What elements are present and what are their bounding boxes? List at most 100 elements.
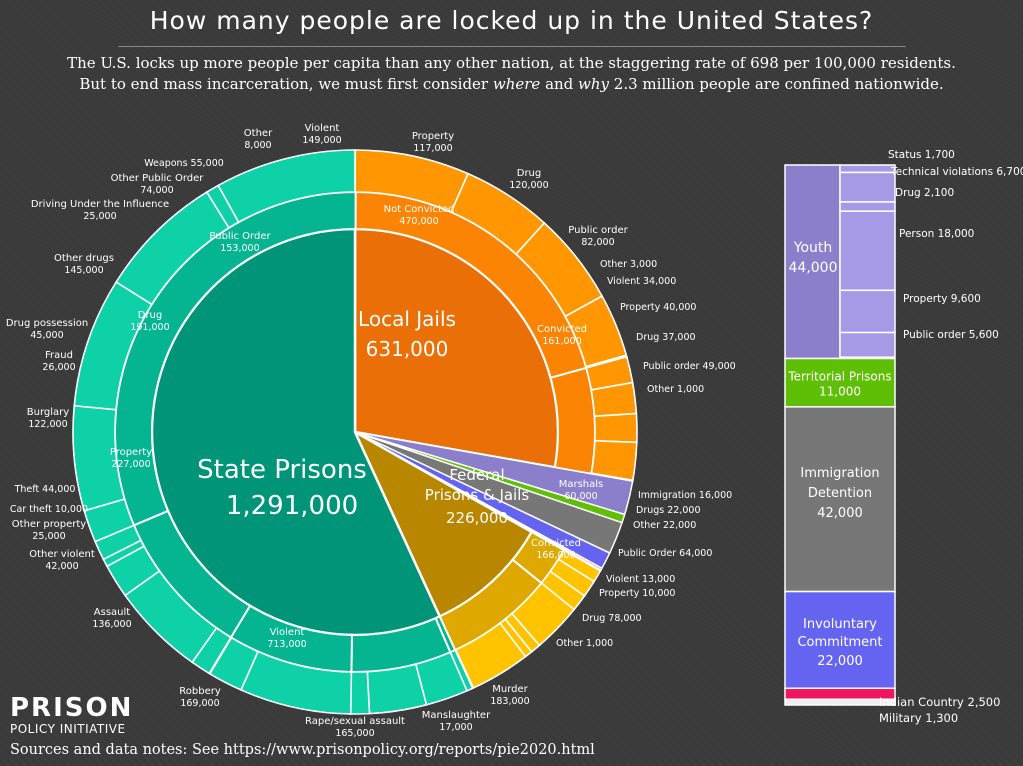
outer-label-19: Weapons 55,000 xyxy=(144,158,224,169)
federal-convicted-name: Convicted xyxy=(531,538,581,549)
outer-label-24-value: 26,000 xyxy=(42,362,75,373)
outer-label-31-value: 169,000 xyxy=(180,698,219,709)
youth-breakdown-2 xyxy=(839,201,896,212)
federal-marshals-name: Marshals xyxy=(559,479,604,490)
subtitle-where: where xyxy=(492,75,541,93)
youth-bar-main xyxy=(784,164,841,360)
immigration-value: 42,000 xyxy=(817,506,863,521)
state-property-value: 227,000 xyxy=(111,459,150,470)
outer-label-1-name: Property xyxy=(412,131,454,142)
state-public-order-value: 153,000 xyxy=(220,243,259,254)
outer-label-32-value: 165,000 xyxy=(335,728,374,739)
logo-line-2: POLICY INITIATIVE xyxy=(10,722,126,736)
state-label: State Prisons xyxy=(197,455,367,485)
territorial-bar xyxy=(784,357,896,408)
outer-label-10: Immigration 16,000 xyxy=(638,490,732,501)
outer-label-28-value: 25,000 xyxy=(32,531,65,542)
outer-label-20-name: Other Public Order xyxy=(111,173,205,184)
youth-breakdown-4 xyxy=(839,289,896,334)
outer-label-34-value: 183,000 xyxy=(490,696,529,707)
youth-breakdown-1 xyxy=(839,171,896,203)
state-offense-murder xyxy=(217,149,356,224)
federal-convicted-value: 166,000 xyxy=(536,550,575,561)
outer-label-3-value: 82,000 xyxy=(581,237,614,248)
outer-label-14: Violent 13,000 xyxy=(606,574,675,585)
outer-label-24-name: Fraud xyxy=(45,350,73,361)
territorial-value: 11,000 xyxy=(819,385,861,399)
outer-label-0-name: Violent xyxy=(305,123,340,134)
commitment-value: 22,000 xyxy=(817,654,863,669)
logo-line-1: PRISON xyxy=(10,693,134,723)
outer-label-33-value: 17,000 xyxy=(439,722,472,733)
outer-label-15: Property 10,000 xyxy=(599,588,675,599)
bar-label-3: Person 18,000 xyxy=(899,228,974,240)
state-violent-value: 713,000 xyxy=(267,639,306,650)
outer-label-8: Public order 49,000 xyxy=(643,361,736,372)
bar-label-5: Public order 5,600 xyxy=(903,329,999,341)
chart-title: How many people are locked up in the Uni… xyxy=(149,6,874,35)
outer-label-4: Other 3,000 xyxy=(600,259,657,270)
subtitle-text-b: 2.3 million people are confined nationwi… xyxy=(609,75,944,93)
subtitle-line-2: But to end mass incarceration, we must f… xyxy=(0,74,1023,95)
state-offense-driving-under-the-influence xyxy=(349,670,371,715)
state-drug-name: Drug xyxy=(138,310,163,321)
immigration-bar xyxy=(784,406,896,593)
outer-label-2-value: 120,000 xyxy=(509,180,548,191)
bar-label-6: Indian Country 2,500 xyxy=(879,695,1000,709)
jails-not-convicted-name: Not Convicted xyxy=(384,204,455,215)
outer-label-26: Theft 44,000 xyxy=(14,484,76,495)
outer-label-25-name: Burglary xyxy=(27,407,69,418)
outer-label-32-name: Rape/sexual assault xyxy=(305,716,405,727)
outer-label-9: Other 1,000 xyxy=(647,384,704,395)
subtitle-why: why xyxy=(578,75,610,93)
state-drug-value: 191,000 xyxy=(130,322,169,333)
youth-breakdown-0 xyxy=(839,164,896,174)
commitment-bar xyxy=(784,590,896,690)
jails-not-convicted-value: 470,000 xyxy=(399,216,438,227)
bar-label-7: Military 1,300 xyxy=(879,711,958,725)
outer-label-33-name: Manslaughter xyxy=(422,710,491,721)
jails-label: Local Jails xyxy=(358,307,456,331)
federal-marshals-value: 60,000 xyxy=(564,491,597,502)
federal-value: 226,000 xyxy=(446,509,508,527)
outer-label-27: Car theft 10,000 xyxy=(10,504,88,515)
immigration-label-2: Detention xyxy=(808,486,872,501)
jails-offense-drug xyxy=(593,412,638,444)
federal-label-1: Federal xyxy=(449,466,504,484)
youth-label: Youth xyxy=(793,240,833,256)
jails-value: 631,000 xyxy=(366,337,449,361)
immigration-label-1: Immigration xyxy=(800,466,879,481)
outer-label-21-value: 25,000 xyxy=(83,211,116,222)
outer-label-1-value: 117,000 xyxy=(413,143,452,154)
chart-subtitle: The U.S. locks up more people per capita… xyxy=(0,53,1023,95)
outer-label-20-value: 74,000 xyxy=(140,185,173,196)
state-offense-other-public-order xyxy=(366,663,428,715)
outer-label-30-value: 136,000 xyxy=(92,619,131,630)
state-property-name: Property xyxy=(110,447,152,458)
outer-label-12: Other 22,000 xyxy=(633,520,696,531)
outer-label-22-name: Other drugs xyxy=(54,253,114,264)
title-divider xyxy=(118,46,906,47)
youth-breakdown-3 xyxy=(839,210,896,292)
bar-label-4: Property 9,600 xyxy=(903,293,981,305)
outer-label-5: Violent 34,000 xyxy=(607,276,676,287)
outer-label-34-name: Murder xyxy=(492,684,528,695)
bar-label-2: Drug 2,100 xyxy=(895,187,954,199)
outer-label-18-name: Other xyxy=(244,128,273,139)
territorial-label: Territorial Prisons xyxy=(787,370,891,384)
outer-label-31-name: Robbery xyxy=(179,686,221,697)
state-public-order-name: Public Order xyxy=(209,231,271,242)
outer-label-28-name: Other property xyxy=(12,519,86,530)
jails-convicted-name: Convicted xyxy=(537,324,587,335)
outer-label-18-value: 8,000 xyxy=(244,140,271,151)
state-violent-name: Violent xyxy=(270,627,305,638)
bar-label-0: Status 1,700 xyxy=(888,149,955,161)
outer-label-13: Public Order 64,000 xyxy=(618,548,712,559)
sources-note: Sources and data notes: See https://www.… xyxy=(10,742,595,758)
state-value: 1,291,000 xyxy=(226,491,358,521)
federal-label-2: Prisons & Jails xyxy=(425,486,530,504)
outer-label-25-value: 122,000 xyxy=(28,419,67,430)
outer-label-23-value: 45,000 xyxy=(30,330,63,341)
outer-label-23-name: Drug possession xyxy=(6,318,88,329)
